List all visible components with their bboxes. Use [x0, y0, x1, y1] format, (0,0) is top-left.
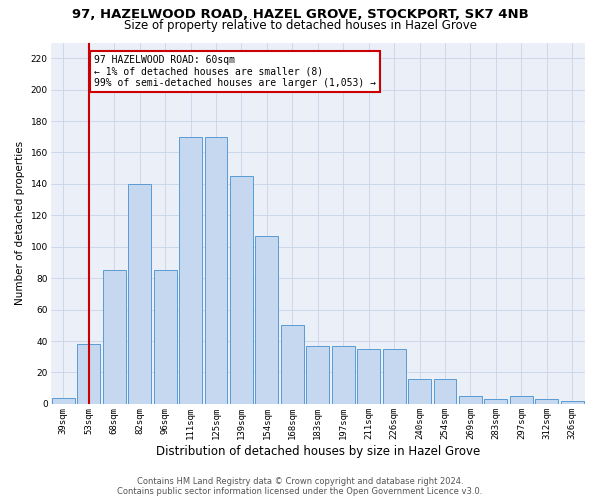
Bar	[459, 396, 482, 404]
Bar	[77, 344, 100, 404]
Bar	[307, 346, 329, 404]
Bar	[383, 349, 406, 404]
Bar	[408, 379, 431, 404]
Bar	[535, 399, 558, 404]
Y-axis label: Number of detached properties: Number of detached properties	[15, 141, 25, 306]
Text: Contains HM Land Registry data © Crown copyright and database right 2024.
Contai: Contains HM Land Registry data © Crown c…	[118, 476, 482, 496]
Bar	[179, 137, 202, 404]
Bar	[230, 176, 253, 404]
Bar	[52, 398, 75, 404]
Bar	[205, 137, 227, 404]
Bar	[561, 401, 584, 404]
X-axis label: Distribution of detached houses by size in Hazel Grove: Distribution of detached houses by size …	[155, 444, 480, 458]
Bar	[154, 270, 176, 404]
Text: 97, HAZELWOOD ROAD, HAZEL GROVE, STOCKPORT, SK7 4NB: 97, HAZELWOOD ROAD, HAZEL GROVE, STOCKPO…	[71, 8, 529, 20]
Bar	[357, 349, 380, 404]
Bar	[484, 399, 508, 404]
Bar	[434, 379, 457, 404]
Bar	[332, 346, 355, 404]
Text: 97 HAZELWOOD ROAD: 60sqm
← 1% of detached houses are smaller (8)
99% of semi-det: 97 HAZELWOOD ROAD: 60sqm ← 1% of detache…	[94, 55, 376, 88]
Bar	[256, 236, 278, 404]
Bar	[103, 270, 125, 404]
Bar	[281, 326, 304, 404]
Bar	[510, 396, 533, 404]
Text: Size of property relative to detached houses in Hazel Grove: Size of property relative to detached ho…	[124, 18, 476, 32]
Bar	[128, 184, 151, 404]
